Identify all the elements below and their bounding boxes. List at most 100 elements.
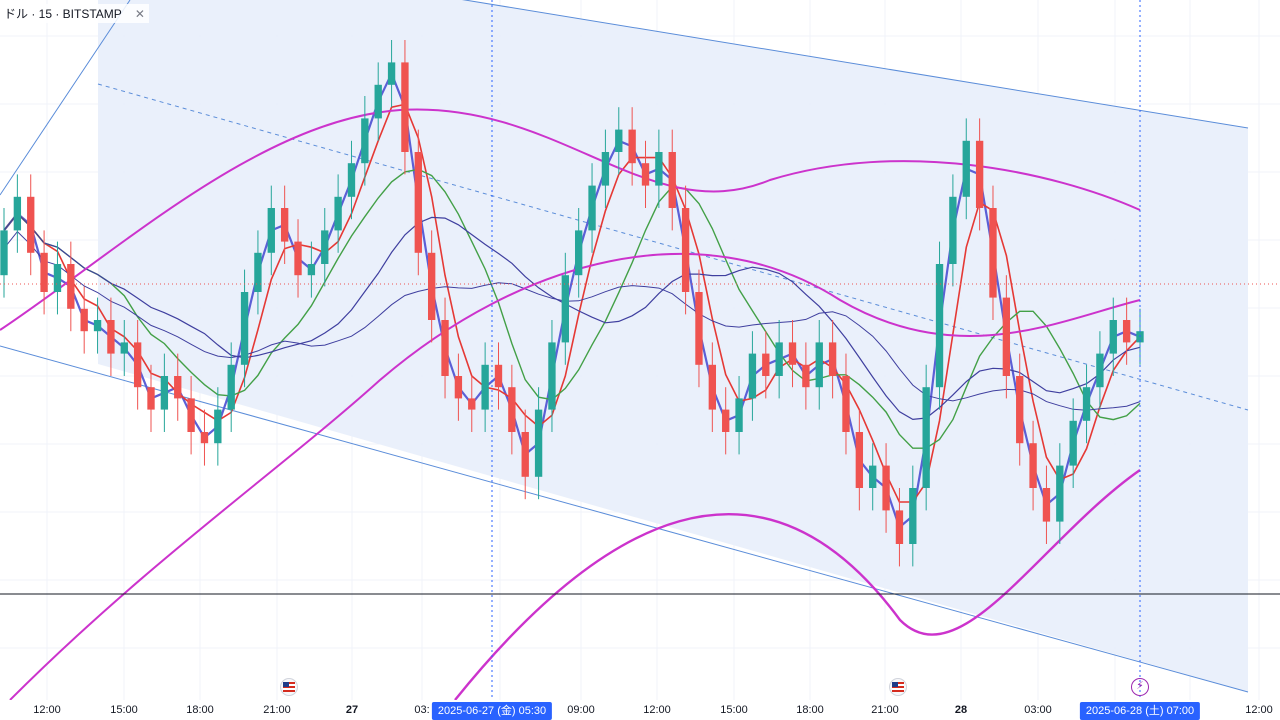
candle-body [735,398,743,432]
candle-body [534,409,543,477]
symbol-legend[interactable]: ドル · 15 · BITSTAMP ✕ [0,4,149,23]
candle-body [561,275,569,343]
candle-body [842,376,850,432]
candle-body [695,292,703,365]
candle-body [1042,488,1051,522]
candle-body [214,409,222,444]
time-tick: 28 [954,704,968,716]
candle-body [975,140,984,208]
candle-body [775,342,783,376]
candle-body [0,230,8,276]
candle-body [347,163,356,197]
ma-magenta-line-2 [9,253,1141,701]
crosshair-time-label: 2025-06-28 (土) 07:00 [1079,702,1201,720]
candle-body [401,62,409,152]
candle-body [1109,320,1117,354]
candle-body [708,364,717,410]
candle-body [762,353,770,376]
channel-aux-line [0,0,131,196]
candle-body [909,488,917,544]
candle-body [855,432,864,488]
candle-body [414,152,422,253]
parallel-channel[interactable] [0,0,1249,693]
candle-body [160,376,169,410]
time-tick: 15:00 [720,704,748,716]
candle-body [828,342,837,376]
candle-body [361,118,369,164]
candle-body [374,84,382,119]
candle-body [601,152,610,186]
candle-body [200,432,209,444]
channel-lower-line [0,345,1249,693]
candle-body [508,387,516,432]
candle-body [454,376,463,399]
time-tick: 27 [345,704,359,716]
candle-body [895,510,904,544]
time-tick: 09:00 [567,704,595,716]
candle-body [254,252,262,292]
us-flag-icon[interactable] [889,678,907,696]
candle-body [481,364,489,410]
candle-body [27,196,35,253]
ma-magenta-line-3 [454,469,1141,701]
candle-body [815,342,823,388]
time-tick: 03: [414,704,430,716]
candle-body [307,264,316,276]
candle-body [468,398,476,410]
candle-body [949,196,957,264]
candle-body [869,465,877,488]
time-tick: 12:00 [1245,704,1273,716]
candle-body [521,432,529,477]
candle-body [1056,465,1064,522]
ma-navy-line-2 [3,230,1141,411]
candle-body [174,376,182,399]
candle-body [1016,376,1024,444]
candle-body [227,364,235,410]
candle-body [240,292,249,365]
channel-fill [98,0,1248,692]
candle-body [1069,420,1077,466]
candle-body [722,409,730,432]
time-tick: 12:00 [33,704,61,716]
candle-body [1096,353,1104,388]
candle-body [187,398,195,432]
candle-body [882,465,890,511]
candle-body [788,342,797,365]
time-tick: 15:00 [110,704,138,716]
candle-body [989,208,997,298]
candle-body [67,264,75,309]
candle-body [628,129,636,164]
candle-body [548,342,556,410]
candle-body [427,252,436,320]
ma-magenta-line [0,108,1141,331]
channel-upper-line [461,0,1249,129]
candle-body [681,208,690,292]
candle-body [321,230,329,264]
overlays [0,0,1280,700]
candle-body [334,196,342,231]
candle-body [13,196,22,231]
candle-body [922,387,930,488]
time-tick: 12:00 [643,704,671,716]
candle-body [441,320,449,376]
time-axis[interactable]: 12:00 15:00 18:00 21:00 27 03: 09:00 12:… [0,700,1280,720]
us-flag-icon[interactable] [280,678,298,696]
time-tick: 18:00 [796,704,824,716]
crosshair-time-label: 2025-06-27 (金) 05:30 [431,702,553,720]
candle-body [655,152,663,186]
candle-body [668,152,676,208]
price-chart[interactable] [0,0,1280,701]
candle-body [615,129,623,152]
candle-body [280,208,289,242]
candle-body [294,241,302,276]
candles [0,40,1144,567]
candle-body [748,353,757,399]
candle-body [1002,297,1011,376]
lightning-icon[interactable]: ⚡ [1131,678,1149,696]
candle-body [588,185,596,231]
ma-navy-line [3,212,1141,421]
ma-green-line [3,168,1141,449]
close-icon[interactable]: ✕ [134,7,145,21]
symbol-text: ドル · 15 · BITSTAMP [4,7,122,21]
